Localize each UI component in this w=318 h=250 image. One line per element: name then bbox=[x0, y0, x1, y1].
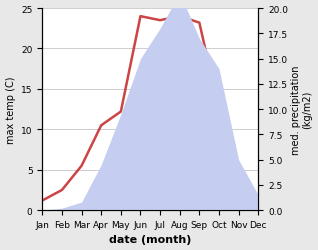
Y-axis label: max temp (C): max temp (C) bbox=[5, 76, 16, 143]
X-axis label: date (month): date (month) bbox=[109, 234, 191, 244]
Y-axis label: med. precipitation
(kg/m2): med. precipitation (kg/m2) bbox=[291, 65, 313, 154]
